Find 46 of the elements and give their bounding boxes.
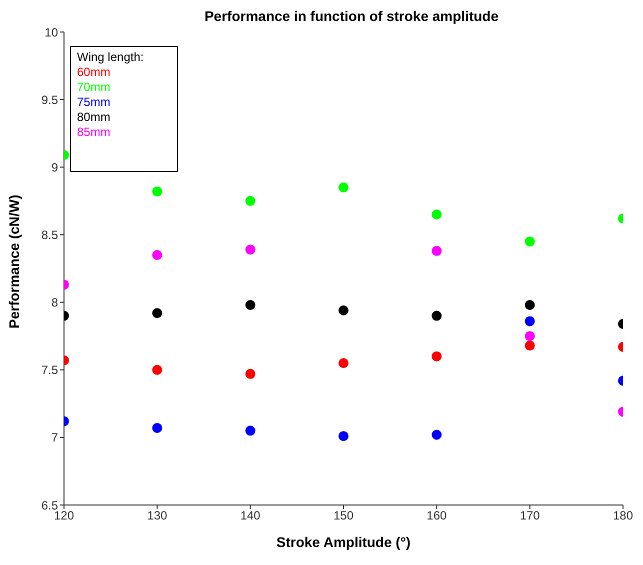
x-tick-label: 170 <box>520 508 540 523</box>
point <box>152 186 162 196</box>
text: 80mm <box>77 110 112 125</box>
point <box>432 351 442 362</box>
point <box>338 305 348 316</box>
point <box>524 316 535 326</box>
point <box>245 196 256 206</box>
point <box>432 246 442 256</box>
point <box>524 340 535 351</box>
x-tick-label: 130 <box>147 508 168 523</box>
x-tick-label: 180 <box>612 508 634 523</box>
text: 85mm <box>77 125 112 140</box>
point <box>524 236 535 246</box>
point <box>432 430 442 440</box>
point <box>432 310 442 321</box>
y-tick-label: 8.5 <box>41 228 58 242</box>
x-axis-title: Stroke Amplitude (°) <box>276 534 411 550</box>
chart-title: Performance in function of stroke amplitude <box>203 8 500 24</box>
y-tick-label: 9.5 <box>41 92 58 107</box>
point <box>152 250 162 260</box>
point <box>152 364 162 375</box>
y-tick-label: 7.5 <box>41 363 58 378</box>
point <box>245 368 256 379</box>
point <box>524 331 535 342</box>
point <box>245 244 256 255</box>
text: 70mm <box>77 80 112 95</box>
point <box>524 300 535 310</box>
point <box>432 209 442 220</box>
point <box>338 358 348 368</box>
point <box>245 300 256 310</box>
x-tick-label: 140 <box>240 508 261 523</box>
point <box>245 426 256 436</box>
y-tick-label: 10 <box>44 25 58 40</box>
point <box>338 431 348 442</box>
x-tick-label: 160 <box>426 508 447 523</box>
y-axis-title: Performance (cN/W) <box>6 194 22 328</box>
x-tick-label: 150 <box>333 508 354 523</box>
point <box>152 308 162 318</box>
point <box>338 182 348 192</box>
y-tick-label: 7 <box>51 430 58 445</box>
point <box>152 422 162 433</box>
legend-title: Wing length: <box>77 50 145 65</box>
y-tick-label: 8 <box>51 296 58 310</box>
text: 60mm <box>77 65 112 80</box>
y-tick-label: 9 <box>51 160 58 174</box>
text: 75mm <box>77 95 112 110</box>
